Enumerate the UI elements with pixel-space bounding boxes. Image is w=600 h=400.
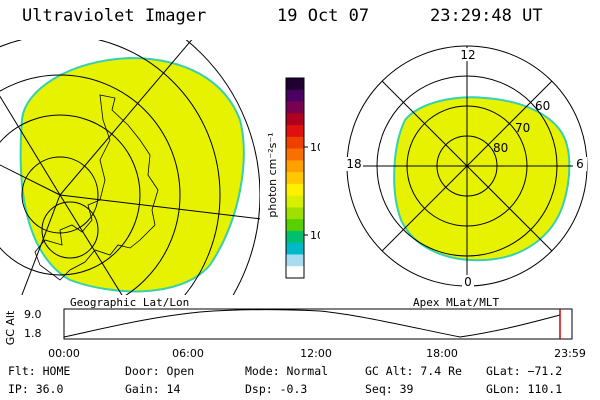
colorbar: photon cm⁻²s⁻¹ 100 10 — [266, 77, 320, 279]
aurora-image-magnetic — [393, 96, 571, 262]
gc-alt-info: GC Alt: 7.4 Re — [365, 364, 462, 378]
door-info: Door: Open — [125, 364, 195, 378]
colorbar-band — [286, 254, 304, 267]
colorbar-band — [286, 266, 304, 279]
colorbar-band — [286, 160, 304, 173]
colorbar-gradient — [286, 78, 304, 279]
glon-info: GLon: 110.1 — [486, 382, 563, 396]
lat-label-60: 60 — [535, 99, 550, 113]
colorbar-tick-100: 100 — [310, 141, 320, 154]
colorbar-unit: photon cm⁻²s⁻¹ — [266, 132, 279, 217]
filter-info: Flt: HOME — [8, 364, 71, 378]
colorbar-band — [286, 89, 304, 103]
dsp-info: Dsp: -0.3 — [245, 382, 308, 396]
seq-info: Seq: 39 — [365, 382, 414, 396]
mlt-label-12: 12 — [460, 48, 475, 62]
colorbar-band — [286, 78, 304, 91]
xtick-0600: 06:00 — [172, 347, 204, 360]
glat-info: GLat: −71.2 — [486, 364, 563, 378]
observation-date: 19 Oct 07 — [277, 6, 370, 26]
magnetic-map-caption: Apex MLat/MLT — [413, 296, 500, 309]
altitude-ymax-label: 9.0 — [24, 308, 42, 321]
aurora-image-geographic — [19, 56, 245, 293]
observation-time: 23:29:48 UT — [430, 6, 543, 26]
colorbar-band — [286, 183, 304, 197]
xtick-0000: 00:00 — [48, 347, 80, 360]
colorbar-band — [286, 195, 304, 208]
gain-info: Gain: 14 — [125, 382, 181, 396]
altitude-ymin-label: 1.8 — [24, 327, 42, 340]
colorbar-band — [286, 219, 304, 232]
xtick-1800: 18:00 — [426, 347, 458, 360]
colorbar-band — [286, 172, 304, 185]
mode-info: Mode: Normal — [245, 364, 329, 378]
antarctica-coastline — [34, 94, 159, 281]
colorbar-band — [286, 101, 304, 114]
xtick-2359: 23:59 — [554, 347, 586, 360]
magnetic-polar-map: 12 18 6 0 60 70 80 — [343, 45, 588, 289]
colorbar-band — [286, 136, 304, 150]
orbit-altitude-plot: GC Alt 9.0 1.8 00:00 06:00 12:00 18:00 2… — [4, 308, 586, 360]
colorbar-band — [286, 230, 304, 244]
ip-info: IP: 36.0 — [8, 382, 64, 396]
colorbar-tick-10: 10 — [310, 229, 320, 242]
colorbar-band — [286, 242, 304, 255]
instrument-title: Ultraviolet Imager — [22, 6, 207, 26]
colorbar-band — [286, 125, 304, 138]
xtick-1200: 12:00 — [300, 347, 332, 360]
geographic-map-caption: Geographic Lat/Lon — [70, 296, 190, 309]
altitude-curve — [63, 309, 561, 338]
mlt-label-6: 6 — [576, 157, 584, 171]
lat-label-70: 70 — [515, 121, 530, 135]
altitude-plot-ylabel: GC Alt — [4, 310, 17, 345]
mlt-label-0: 0 — [464, 275, 472, 289]
colorbar-band — [286, 207, 304, 220]
lat-label-80: 80 — [493, 141, 508, 155]
colorbar-band — [286, 148, 304, 161]
mlt-label-18: 18 — [346, 157, 361, 171]
colorbar-band — [286, 113, 304, 126]
geographic-map — [0, 40, 260, 295]
